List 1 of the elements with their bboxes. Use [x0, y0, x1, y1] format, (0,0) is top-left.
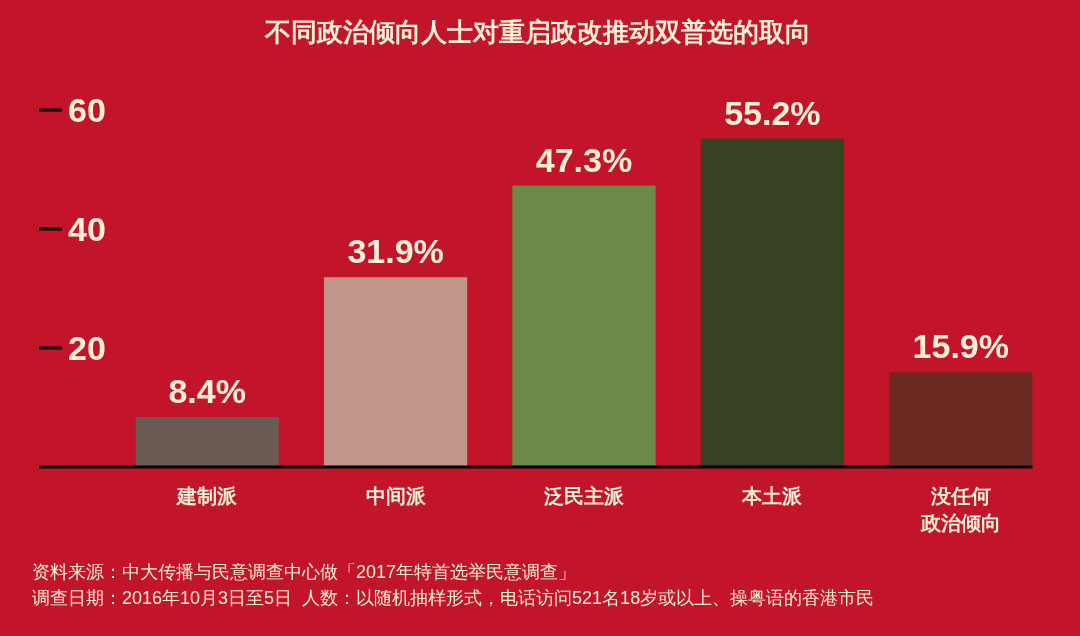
- title: 不同政治倾向人士对重启政改推动双普选的取向: [265, 17, 811, 47]
